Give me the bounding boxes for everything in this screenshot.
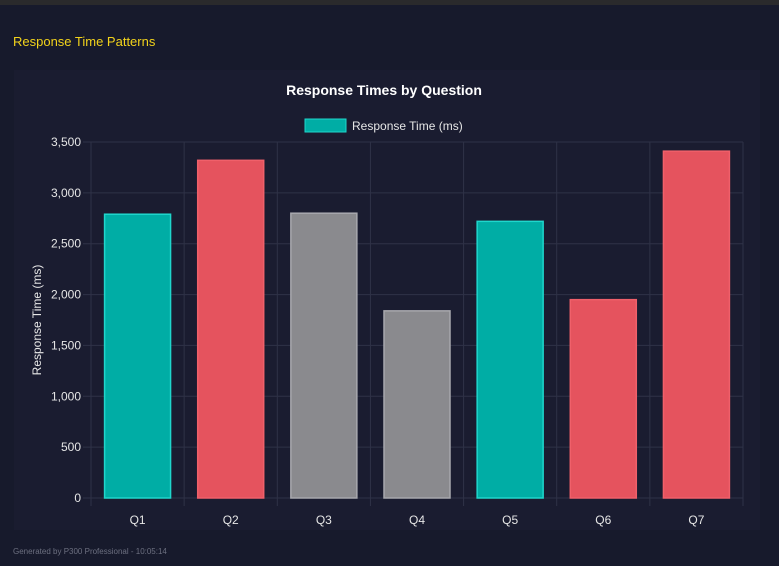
y-tick-label: 2,000: [51, 288, 81, 302]
x-tick-label: Q5: [502, 513, 518, 527]
y-tick-label: 3,000: [51, 186, 81, 200]
section-title: Response Time Patterns: [13, 34, 156, 49]
y-tick-label: 1,500: [51, 338, 81, 352]
y-tick-label: 500: [61, 440, 81, 454]
legend-swatch[interactable]: [304, 118, 347, 133]
x-tick-label: Q4: [409, 513, 425, 527]
bar-q1[interactable]: [103, 213, 172, 499]
bar-q2[interactable]: [196, 159, 265, 499]
y-axis-label: Response Time (ms): [30, 265, 44, 376]
chart-title: Response Times by Question: [286, 82, 482, 98]
bar-q5[interactable]: [476, 220, 544, 499]
bar-q7[interactable]: [662, 150, 731, 499]
legend-label[interactable]: Response Time (ms): [352, 119, 463, 133]
footer-text: Generated by P300 Professional - 10:05:1…: [13, 547, 167, 556]
bar-q6[interactable]: [569, 298, 638, 499]
y-tick-label: 0: [74, 491, 81, 505]
y-tick-label: 2,500: [51, 237, 81, 251]
x-tick-label: Q6: [595, 513, 611, 527]
top-bar: [0, 0, 779, 5]
bar-q4[interactable]: [383, 310, 451, 499]
y-tick-label: 3,500: [51, 135, 81, 149]
x-tick-label: Q2: [223, 513, 239, 527]
x-tick-label: Q1: [130, 513, 146, 527]
bar-q3[interactable]: [290, 212, 358, 499]
y-tick-label: 1,000: [51, 389, 81, 403]
x-tick-label: Q7: [688, 513, 704, 527]
x-tick-label: Q3: [316, 513, 332, 527]
